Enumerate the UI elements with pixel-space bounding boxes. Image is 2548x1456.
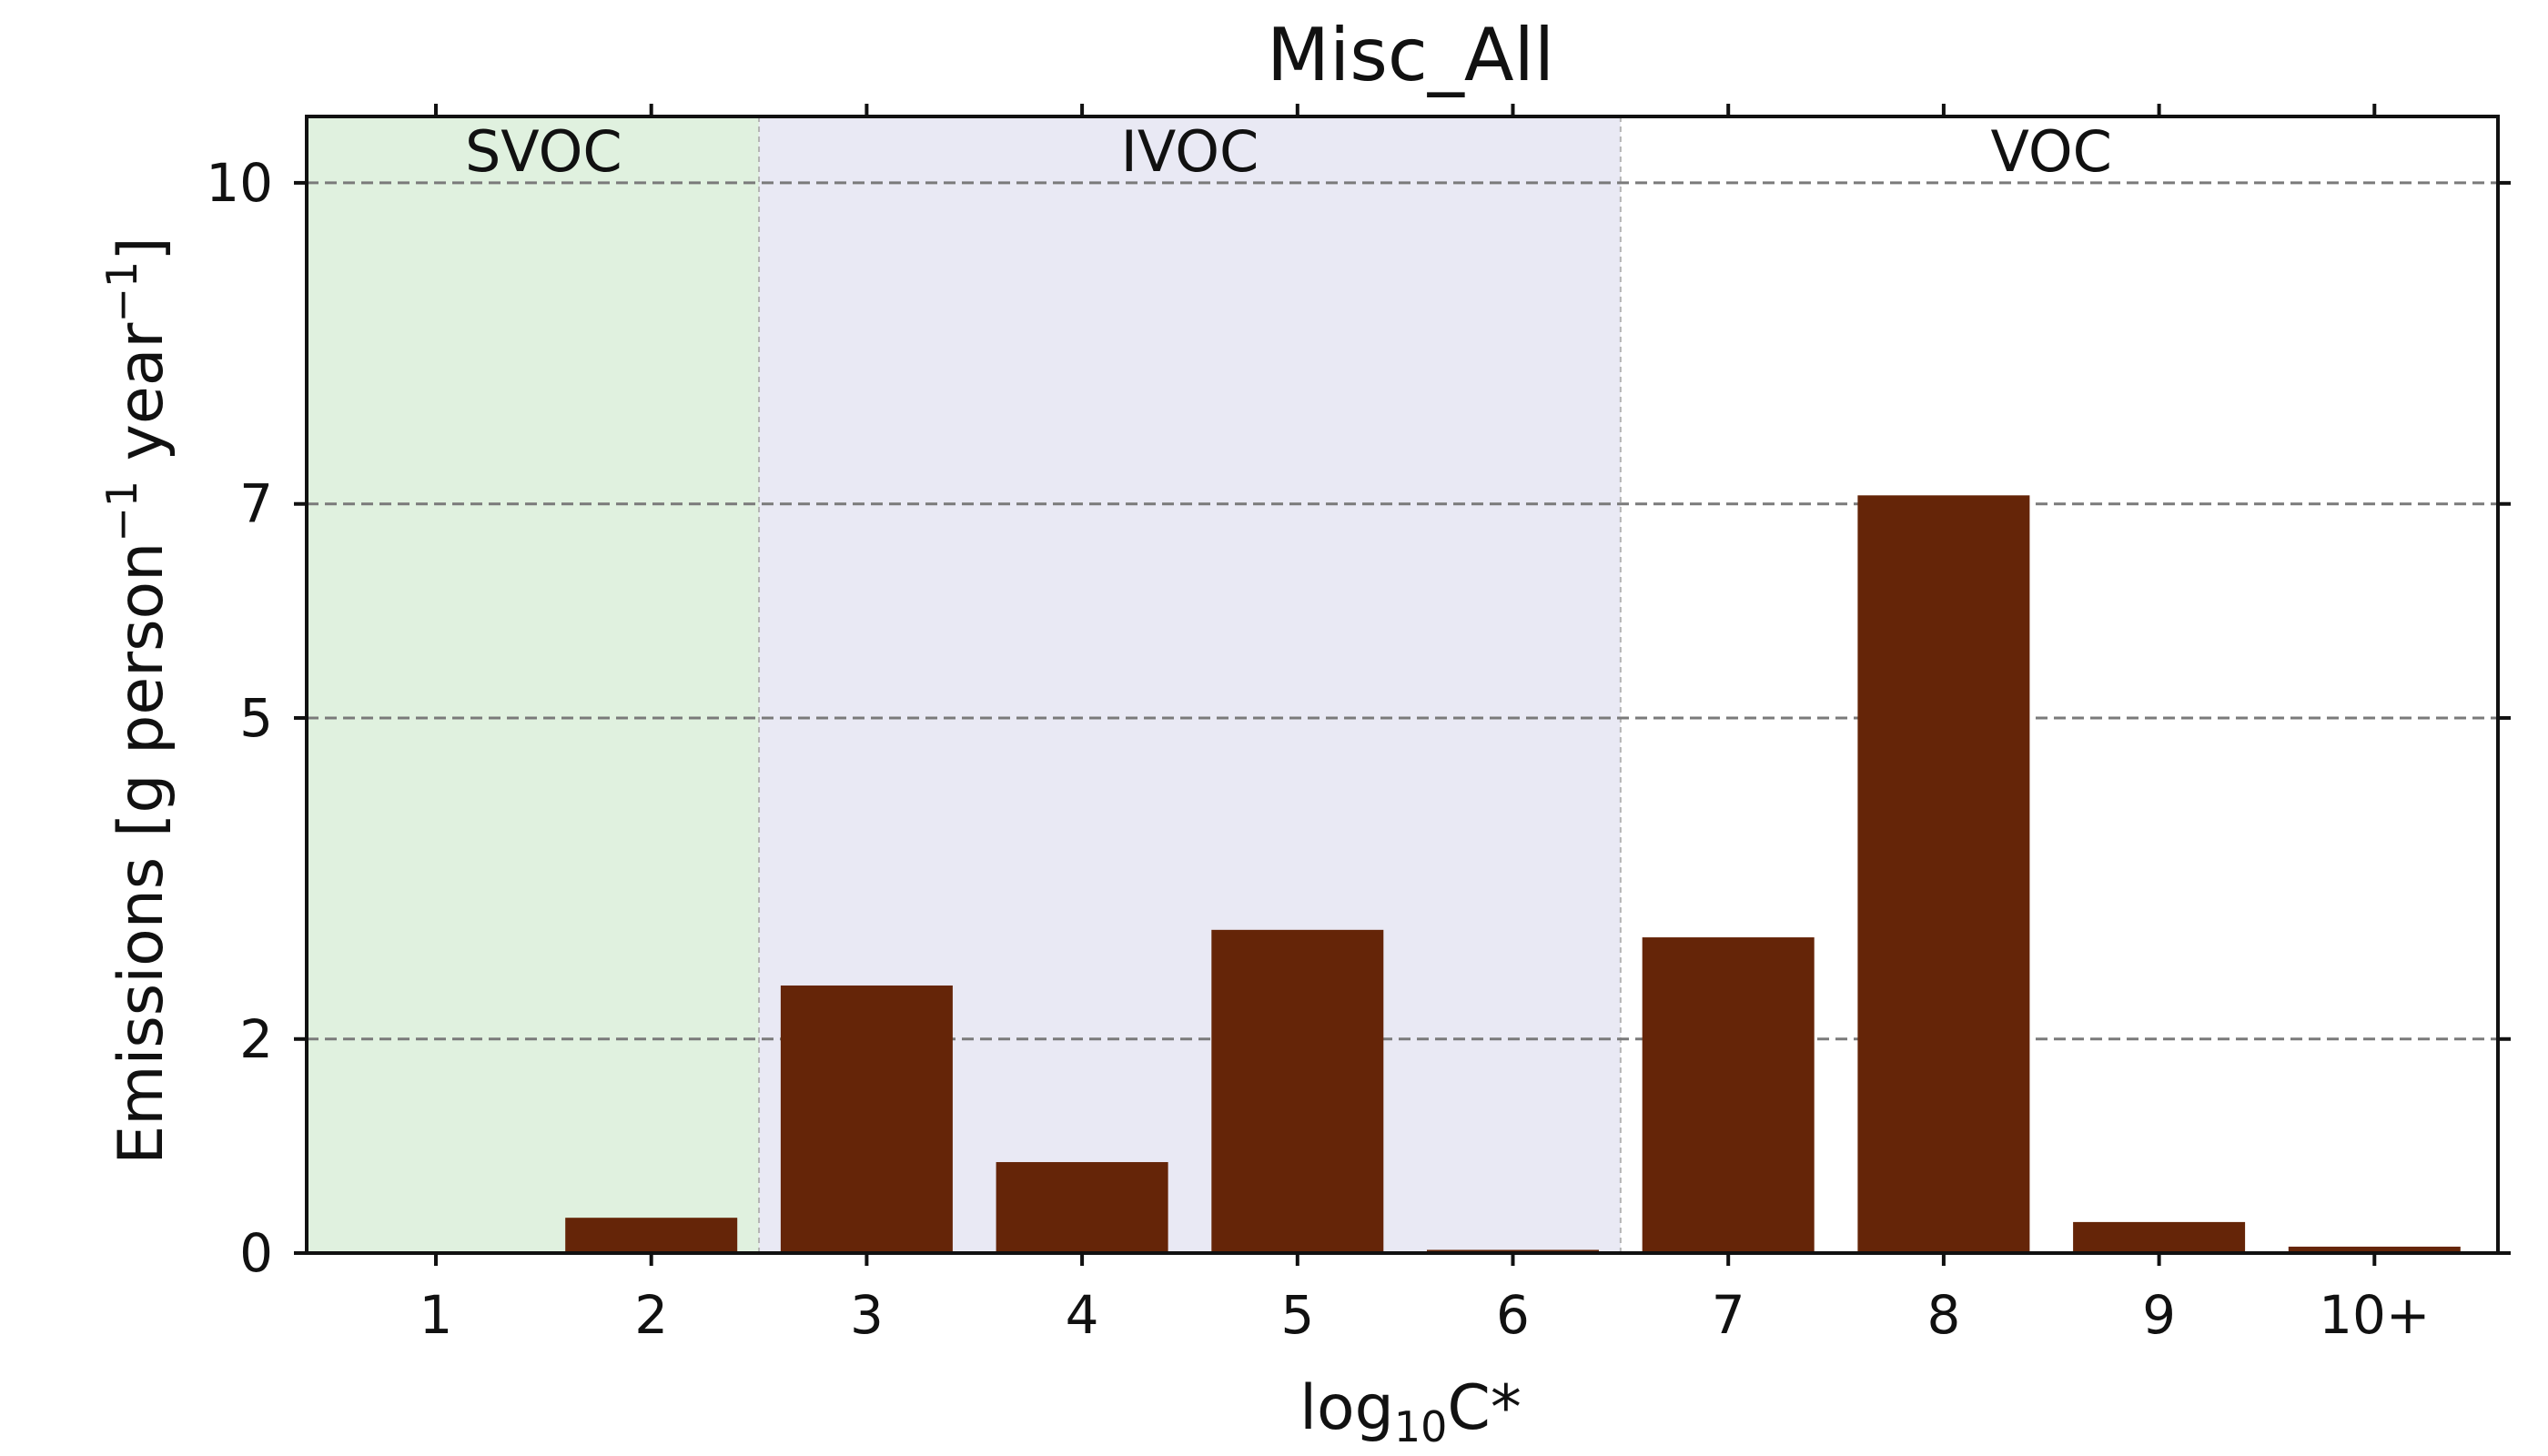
bar (1642, 937, 1815, 1253)
bar (2073, 1221, 2246, 1253)
x-tick-label: 1 (420, 1284, 453, 1346)
x-tick-label: 10+ (2319, 1284, 2430, 1346)
region-band (307, 116, 760, 1253)
y-tick-label: 2 (239, 1008, 273, 1070)
x-tick-label: 4 (1066, 1284, 1099, 1346)
y-tick-label: 7 (239, 473, 273, 535)
region-bands (307, 116, 2498, 1253)
plot-frame (305, 115, 2500, 1255)
grid-lines (307, 181, 2498, 1041)
y-tick-label: 10 (206, 152, 273, 214)
y-axis-label: Emissions [g person−1 year−1] (97, 237, 177, 1164)
bars (565, 495, 2461, 1253)
x-tick-label: 5 (1280, 1284, 1314, 1346)
bar (1211, 929, 1384, 1253)
y-tick-label: 5 (239, 687, 273, 749)
x-tick-label: 2 (634, 1284, 668, 1346)
bar (1857, 495, 2030, 1253)
x-tick-label: 8 (1926, 1284, 1960, 1346)
region-label: VOC (1991, 118, 2112, 185)
x-tick-label: 6 (1496, 1284, 1530, 1346)
chart-title: Misc_All (1267, 13, 1554, 97)
bar (565, 1218, 738, 1253)
region-label: IVOC (1121, 118, 1259, 185)
x-tick-label: 7 (1712, 1284, 1745, 1346)
x-tick-label: 9 (2142, 1284, 2176, 1346)
bar (2288, 1246, 2461, 1253)
bar (996, 1162, 1168, 1253)
x-axis-label: log10C* (1299, 1372, 1522, 1451)
axis-ticks: 1 2 3 4 5 6 7 8 9 10+ 0 2 5 7 10 (206, 104, 2511, 1346)
x-tick-label: 3 (850, 1284, 884, 1346)
y-tick-label: 0 (239, 1222, 273, 1284)
region-label: SVOC (465, 118, 622, 185)
bar (780, 985, 953, 1253)
region-labels: SVOC IVOC VOC (465, 118, 2112, 185)
